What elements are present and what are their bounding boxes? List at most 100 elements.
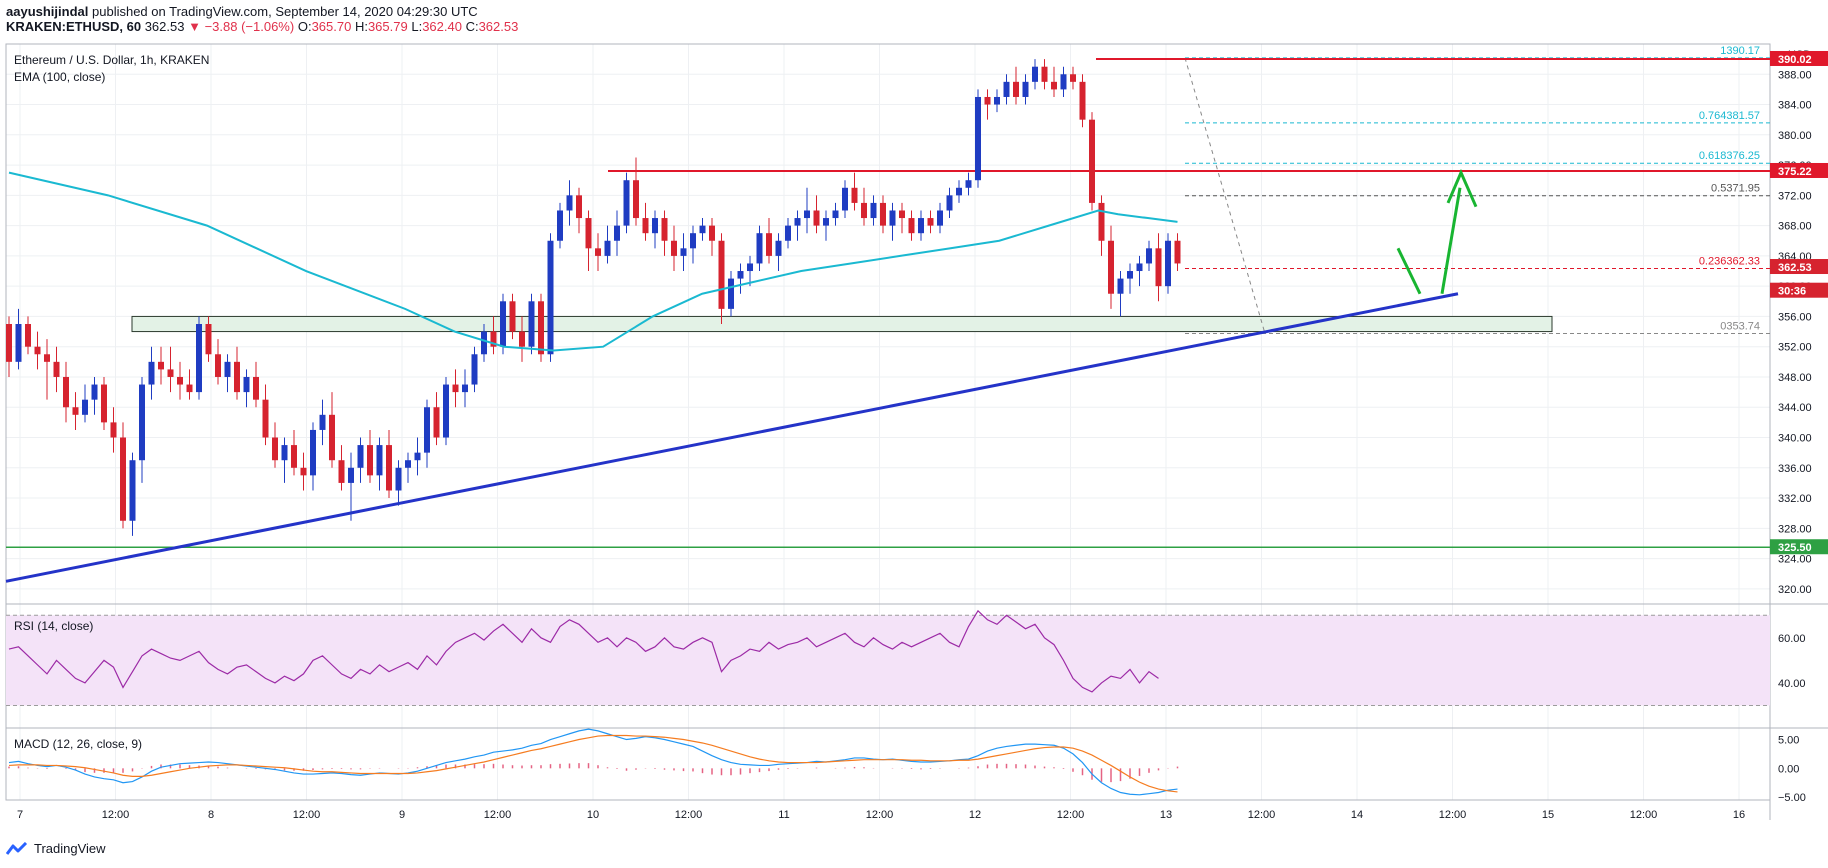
candle-body	[1032, 66, 1038, 82]
arrow-down-stroke	[1396, 247, 1422, 295]
candle-body	[652, 218, 658, 234]
candle-body	[984, 96, 991, 105]
y-tick-label: 336.00	[1778, 463, 1812, 475]
footer-brand-label: TradingView	[34, 841, 106, 856]
candles-series[interactable]	[6, 59, 1181, 536]
rsi-tick-label: 60.00	[1778, 633, 1806, 645]
price-axis-badge-label: 375.22	[1778, 166, 1812, 178]
chart-header: aayushijindal published on TradingView.c…	[6, 4, 518, 34]
price-axis-badge-label: 30:36	[1778, 286, 1806, 298]
fib-price: 362.33	[1726, 256, 1760, 268]
candle-body	[462, 384, 468, 393]
open-label: O:	[297, 19, 312, 34]
candle-body	[490, 331, 497, 347]
y-tick-label: 380.00	[1778, 130, 1812, 142]
y-tick-label: 388.00	[1778, 69, 1812, 81]
y-tick-label: 344.00	[1778, 402, 1812, 414]
price-chart[interactable]: 1390.170.764381.570.618376.250.5371.950.…	[0, 0, 1828, 838]
candle-body	[1022, 81, 1029, 97]
price-axis-badge	[1770, 259, 1828, 275]
x-tick-label: 12:00	[293, 809, 321, 821]
y-tick-label: 320.00	[1778, 584, 1812, 596]
y-tick-label: 356.00	[1778, 311, 1812, 323]
x-tick-label: 16	[1733, 809, 1745, 821]
candle-body	[357, 445, 364, 468]
candle-body	[1070, 74, 1076, 82]
x-tick-label: 12:00	[866, 809, 894, 821]
high-value: 365.79	[367, 19, 408, 34]
y-tick-label: 324.00	[1778, 554, 1812, 566]
x-tick-label: 10	[587, 809, 599, 821]
legend-ema[interactable]: EMA (100, close)	[14, 70, 105, 84]
candle-body	[471, 354, 478, 385]
x-tick-label: 7	[17, 809, 23, 821]
candle-body	[775, 240, 782, 256]
candle-body	[1108, 240, 1114, 294]
high-label: H:	[354, 19, 368, 34]
drawing-overlays: 1390.170.764381.570.618376.250.5371.950.…	[5, 45, 1770, 583]
candle-body	[956, 187, 962, 196]
support-zone	[131, 315, 1553, 333]
candle-body	[348, 467, 354, 483]
fib-ratio: 0.5	[1711, 183, 1726, 195]
candle-body	[671, 240, 677, 256]
candle-body	[718, 240, 725, 309]
candle-body	[15, 324, 22, 362]
fib-ratio: 0.618	[1699, 150, 1727, 162]
legend-title[interactable]: Ethereum / U.S. Dollar, 1h, KRAKEN	[14, 53, 209, 67]
footer-brand[interactable]: TradingView	[6, 841, 106, 856]
candle-body	[661, 218, 668, 241]
legend-rsi[interactable]: RSI (14, close)	[14, 619, 93, 633]
candle-body	[538, 301, 544, 355]
candle-body	[642, 218, 649, 234]
legend-macd[interactable]: MACD (12, 26, close, 9)	[14, 737, 142, 751]
x-tick-label: 12:00	[1630, 809, 1658, 821]
candle-body	[500, 301, 506, 347]
y-tick-label: 332.00	[1778, 493, 1812, 505]
x-tick-label: 12:00	[484, 809, 512, 821]
candle-body	[6, 324, 12, 362]
candle-body	[481, 331, 487, 355]
price-axis-badge-label: 390.02	[1778, 54, 1812, 66]
candle-body	[262, 399, 269, 438]
candle-body	[899, 210, 905, 219]
candle-body	[509, 301, 516, 332]
price-change: ▼ −3.88 (−1.06%)	[188, 19, 295, 34]
price-axis-badge	[1770, 282, 1828, 298]
candle-body	[329, 414, 335, 461]
close-label: C:	[465, 19, 479, 34]
candle-body	[414, 452, 421, 461]
open-value: 365.70	[311, 19, 352, 34]
author-name[interactable]: aayushijindal	[6, 4, 89, 19]
candle-body	[557, 210, 563, 241]
price-axes[interactable]: 7 12:00 8 12:00 9 12:00 10 12:00 11 12:00 12 12:00 1…	[17, 49, 1828, 821]
signal-line	[8, 734, 1178, 793]
candle-body	[452, 384, 459, 393]
candle-body	[1041, 66, 1048, 82]
candle-body	[215, 354, 221, 377]
fib-price: 371.95	[1726, 183, 1760, 195]
candle-body	[1003, 81, 1010, 97]
macd-tick-label: −5.00	[1778, 792, 1806, 804]
candle-body	[405, 460, 411, 468]
candle-body	[205, 324, 212, 355]
candle-body	[25, 324, 31, 347]
candle-body	[1165, 240, 1171, 287]
candle-body	[595, 248, 601, 256]
symbol-label[interactable]: KRAKEN:ETHUSD, 60	[6, 19, 142, 34]
fib-level-label: 0.618376.25	[1699, 150, 1760, 162]
candle-body	[196, 324, 202, 393]
x-tick-label: 14	[1351, 809, 1363, 821]
candle-body	[1051, 81, 1057, 90]
x-tick-label: 9	[399, 809, 405, 821]
macd-line	[8, 728, 1178, 796]
candle-body	[291, 445, 297, 468]
candle-body	[34, 346, 41, 355]
candle-body	[1127, 271, 1133, 279]
low-value: 362.40	[422, 19, 462, 34]
low-label: L:	[411, 19, 423, 34]
candle-body	[1117, 278, 1124, 294]
arrow-up-head-icon	[1446, 168, 1478, 208]
y-tick-label: 368.00	[1778, 221, 1812, 233]
candle-body	[737, 271, 744, 279]
